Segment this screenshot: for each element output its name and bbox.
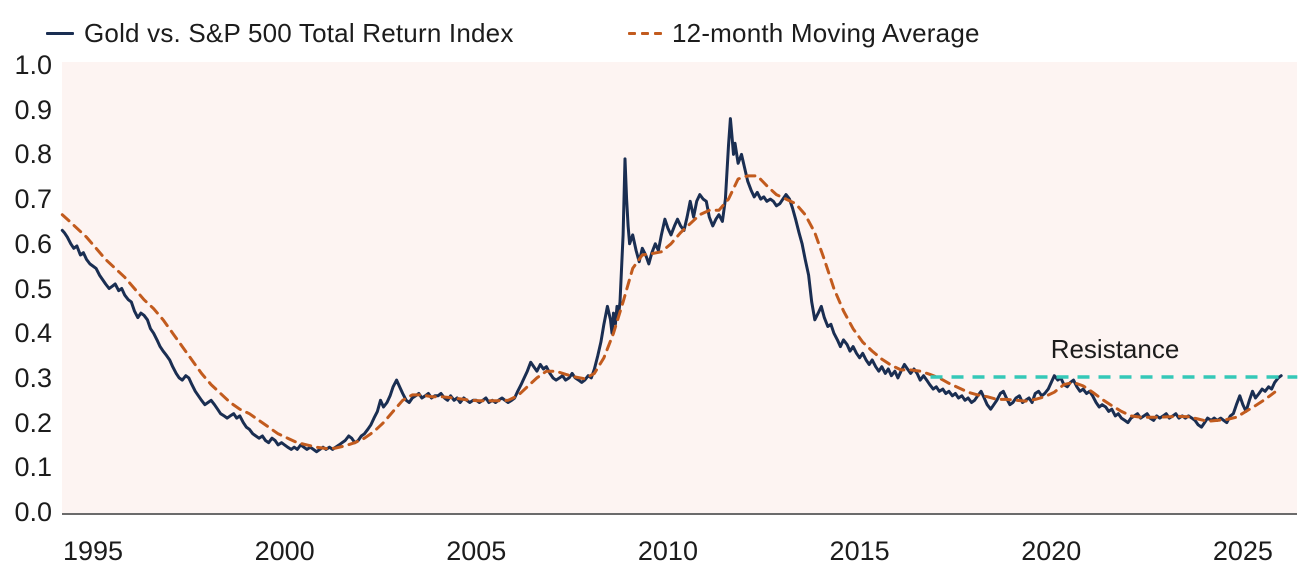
resistance-label: Resistance bbox=[1050, 334, 1180, 364]
x-tick-label: 2010 bbox=[637, 536, 698, 566]
y-tick-label: 0.2 bbox=[14, 407, 52, 438]
dashed-line-swatch-icon bbox=[628, 32, 662, 35]
gold-sp500-line bbox=[60, 117, 1283, 454]
x-tick-label: 2025 bbox=[1212, 536, 1273, 566]
y-tick-label: 0.9 bbox=[14, 94, 52, 125]
y-tick-label: 0.5 bbox=[14, 273, 52, 304]
x-tick-label: 2000 bbox=[254, 536, 315, 566]
y-tick-label: 0.8 bbox=[14, 139, 52, 170]
legend-item-moving-average: 12-month Moving Average bbox=[628, 18, 980, 49]
x-tick-label: 2020 bbox=[1021, 536, 1082, 566]
plot-area bbox=[62, 62, 1297, 515]
x-tick-label: 1995 bbox=[62, 536, 124, 566]
y-tick-label: 0.4 bbox=[14, 318, 52, 349]
solid-line-swatch-icon bbox=[46, 32, 74, 35]
moving-average-line bbox=[60, 174, 1277, 450]
legend-item-gold-sp500: Gold vs. S&P 500 Total Return Index bbox=[46, 18, 514, 49]
y-tick-label: 0.6 bbox=[14, 228, 52, 259]
legend-label-gold-sp500: Gold vs. S&P 500 Total Return Index bbox=[84, 18, 514, 48]
y-tick-label: 0.3 bbox=[14, 362, 52, 393]
y-tick-label: 1.0 bbox=[14, 50, 52, 80]
y-tick-label: 0.7 bbox=[14, 184, 52, 215]
x-tick-label: 2015 bbox=[829, 536, 890, 566]
legend-label-moving-average: 12-month Moving Average bbox=[672, 18, 980, 48]
y-tick-label: 0.1 bbox=[14, 452, 52, 483]
y-tick-label: 0.0 bbox=[14, 497, 52, 527]
x-tick-label: 2005 bbox=[446, 536, 507, 566]
